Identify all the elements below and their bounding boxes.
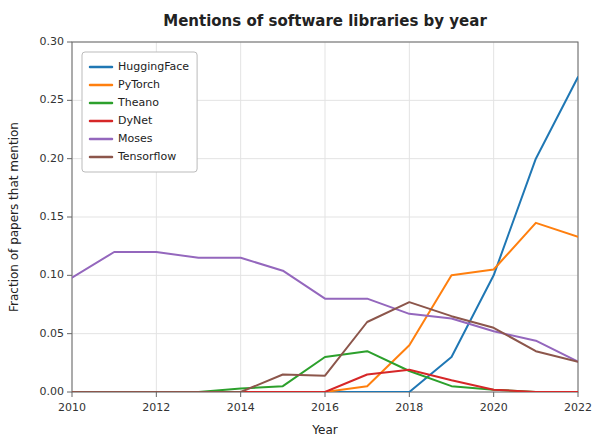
y-tick (67, 158, 72, 159)
y-tick-label: 0.10 (40, 268, 65, 281)
x-tick (72, 392, 73, 397)
series-line (72, 302, 578, 392)
x-tick (156, 392, 157, 397)
legend-swatch (90, 120, 112, 123)
legend-swatch (90, 138, 112, 141)
x-grid-line (240, 42, 241, 392)
chart-container: 0.00 0.05 0.10 0.15 0.20 0.25 0.30 2010 2012 2014… (0, 0, 600, 448)
legend-label: HuggingFace (118, 60, 189, 73)
x-axis-label: Year (311, 423, 337, 437)
x-tick (578, 392, 579, 397)
x-grid-line (493, 42, 494, 392)
series-group (72, 77, 578, 392)
legend-label: Moses (118, 132, 153, 145)
legend-label: PyTorch (118, 78, 160, 91)
x-grid-line (409, 42, 410, 392)
x-tick-label: 2010 (58, 401, 86, 414)
x-tick-label: 2016 (311, 401, 339, 414)
x-grid-line (325, 42, 326, 392)
legend-label: DyNet (118, 114, 153, 127)
y-tick (67, 42, 72, 43)
plot-background (72, 42, 578, 392)
series-line (72, 351, 578, 392)
series-line (72, 252, 578, 362)
y-axis-label: Fraction of papers that mention (7, 122, 21, 312)
y-tick (67, 275, 72, 276)
legend-label: Tensorflow (117, 150, 176, 163)
legend-label: Theano (117, 96, 159, 109)
y-tick-label: 0.05 (40, 327, 65, 340)
y-tick-label: 0.15 (40, 210, 65, 223)
x-tick-label: 2020 (480, 401, 508, 414)
legend-swatch (90, 66, 112, 69)
legend: HuggingFace PyTorch Theano DyNet Moses Tensor… (82, 52, 197, 172)
series-line (72, 370, 578, 392)
y-tick (67, 392, 72, 393)
y-tick (67, 217, 72, 218)
y-tick-label: 0.25 (40, 93, 65, 106)
chart: 0.00 0.05 0.10 0.15 0.20 0.25 0.30 2010 2012 2014… (0, 0, 600, 448)
y-tick-label: 0.00 (40, 385, 65, 398)
chart-title: Mentions of software libraries by year (163, 12, 487, 30)
plot-frame (72, 42, 578, 392)
legend-swatch (90, 102, 112, 105)
x-tick-label: 2012 (142, 401, 170, 414)
x-tick (493, 392, 494, 397)
x-tick (240, 392, 241, 397)
legend-box (82, 52, 197, 172)
x-tick-label: 2018 (395, 401, 423, 414)
x-tick (409, 392, 410, 397)
y-tick (67, 100, 72, 101)
axes: 0.00 0.05 0.10 0.15 0.20 0.25 0.30 2010 2012 2014… (40, 35, 593, 414)
x-tick-label: 2022 (564, 401, 592, 414)
legend-swatch (90, 84, 112, 87)
x-tick-label: 2014 (227, 401, 255, 414)
x-tick (325, 392, 326, 397)
y-tick (67, 333, 72, 334)
series-line (72, 77, 578, 392)
legend-swatch (90, 156, 112, 159)
y-tick-label: 0.20 (40, 152, 65, 165)
series-line (72, 223, 578, 392)
y-tick-label: 0.30 (40, 35, 65, 48)
grid (72, 42, 578, 392)
